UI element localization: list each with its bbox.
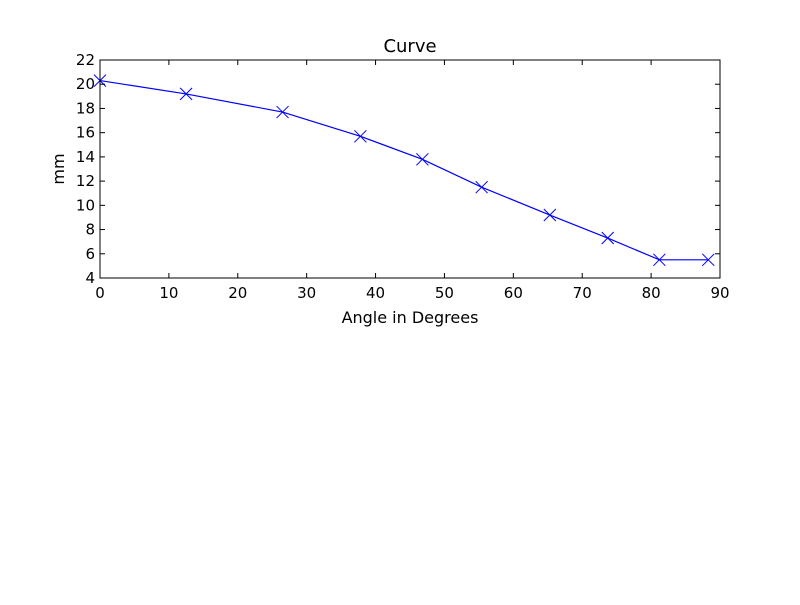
y-axis-label: mm [49, 153, 68, 184]
y-tick-label: 12 [76, 172, 95, 190]
data-point-marker [354, 129, 367, 143]
y-tick-label: 18 [76, 99, 95, 117]
chart-title: Curve [383, 36, 436, 57]
x-tick-label: 40 [366, 284, 385, 302]
x-tick-label: 20 [228, 284, 247, 302]
x-tick-label: 10 [159, 284, 178, 302]
data-point-marker [416, 152, 429, 166]
data-point-marker [601, 231, 615, 245]
y-tick-label: 10 [76, 196, 95, 214]
x-axis: 0 10 20 30 40 50 60 70 80 90 [95, 60, 730, 302]
data-point-marker [276, 105, 289, 119]
x-tick-label: 70 [573, 284, 592, 302]
y-tick-label: 6 [85, 245, 95, 263]
data-point-marker [475, 180, 488, 194]
data-point-marker [179, 87, 193, 101]
data-point-marker [543, 208, 557, 222]
x-tick-label: 60 [504, 284, 523, 302]
x-tick-label: 50 [435, 284, 454, 302]
data-point-marker [653, 253, 666, 267]
x-axis-label: Angle in Degrees [342, 308, 479, 327]
x-tick-label: 80 [642, 284, 661, 302]
data-point-marker [701, 253, 715, 267]
series-line [99, 79, 709, 261]
y-tick-label: 16 [76, 124, 95, 142]
y-tick-label: 4 [85, 269, 95, 287]
x-tick-label: 0 [95, 284, 105, 302]
y-tick-label: 22 [76, 51, 95, 69]
axes-frame [99, 59, 721, 279]
y-tick-label: 20 [76, 75, 95, 93]
y-tick-label: 8 [85, 221, 95, 239]
plot-area [93, 74, 715, 267]
x-tick-label: 30 [297, 284, 316, 302]
y-axis: 4 6 8 10 12 14 16 18 20 22 [76, 51, 720, 287]
x-tick-label: 90 [710, 284, 729, 302]
y-tick-label: 14 [76, 148, 95, 166]
